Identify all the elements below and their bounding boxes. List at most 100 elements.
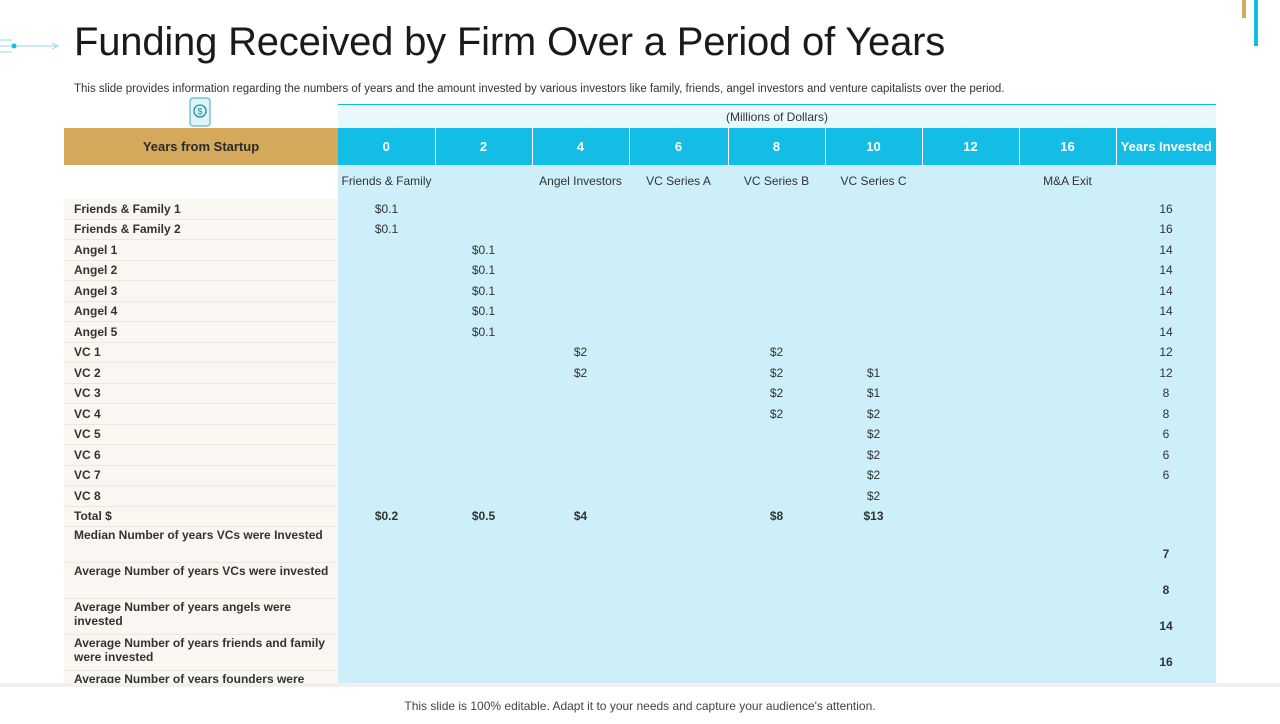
table-cell: $8 [728, 506, 825, 527]
table-cell: $2 [532, 342, 629, 363]
row-label: VC 3 [64, 383, 338, 404]
table-cell [629, 199, 728, 219]
table-cell [1019, 219, 1116, 240]
table-row: Angel 3 $0.1 14 [64, 280, 1216, 302]
table-cell: 14 [1116, 301, 1216, 322]
slide-decoration-lines [0, 39, 60, 53]
stage-label [922, 165, 1019, 199]
header-year-16: 16 [1019, 128, 1117, 165]
table-cell [1019, 301, 1116, 322]
summary-value: 7 [1116, 526, 1216, 563]
table-cell [629, 301, 728, 322]
header-year-8: 8 [728, 128, 826, 165]
summary-value: 8 [1116, 562, 1216, 599]
table-cell [629, 321, 728, 342]
table-cell [825, 260, 922, 281]
table-cell: $2 [825, 444, 922, 465]
table-cell [435, 362, 532, 383]
table-cell [1019, 465, 1116, 486]
header-year-6: 6 [629, 128, 729, 165]
table-cell: $13 [825, 506, 922, 527]
stage-label: Friends & Family [338, 165, 435, 199]
page-subtitle: This slide provides information regardin… [74, 83, 1005, 95]
table-cell [532, 219, 629, 240]
summary-blank-cell [338, 634, 435, 671]
table-row: VC 7 $2 6 [64, 465, 1216, 486]
table-cell [1019, 444, 1116, 465]
table-row: Angel 2 $0.1 14 [64, 260, 1216, 281]
table-cell: $2 [728, 342, 825, 363]
summary-blank-cell [629, 562, 728, 599]
row-label: VC 2 [64, 362, 338, 384]
summary-value: 16 [1116, 634, 1216, 671]
table-cell [338, 321, 435, 342]
summary-label: Average Number of years angels were inve… [64, 598, 338, 635]
table-cell [922, 239, 1019, 260]
summary-label: Average Number of years friends and fami… [64, 634, 338, 671]
table-cell: 14 [1116, 239, 1216, 260]
table-cell: $2 [825, 465, 922, 486]
row-label: VC 6 [64, 444, 338, 466]
table-cell [435, 199, 532, 219]
table-cell [825, 199, 922, 219]
table-cell [1019, 280, 1116, 301]
table-cell [532, 239, 629, 260]
table-cell: $0.2 [338, 506, 435, 527]
header-years-from-startup: Years from Startup [64, 128, 338, 165]
units-label: (Millions of Dollars) [338, 104, 1216, 129]
table-cell [629, 506, 728, 527]
table-cell [629, 280, 728, 301]
table-cell [532, 403, 629, 424]
table-cell [435, 485, 532, 506]
table-cell [825, 301, 922, 322]
table-cell [435, 444, 532, 465]
table-cell [922, 199, 1019, 219]
summary-blank-cell [338, 526, 435, 563]
table-cell: $2 [825, 424, 922, 445]
table-cell: $1 [825, 362, 922, 383]
stage-label [435, 165, 532, 199]
summary-blank-cell [435, 598, 532, 635]
table-cell [338, 444, 435, 465]
table-cell: 6 [1116, 424, 1216, 445]
table-cell: 14 [1116, 321, 1216, 342]
table-cell [922, 444, 1019, 465]
summary-blank-cell [1019, 598, 1116, 635]
table-cell [338, 280, 435, 301]
table-cell [922, 403, 1019, 424]
table-row: Angel 1 $0.1 14 [64, 239, 1216, 261]
table-row: Angel 4 $0.1 14 [64, 301, 1216, 322]
summary-blank-cell [1019, 526, 1116, 563]
summary-value: 14 [1116, 598, 1216, 635]
table-row: Friends & Family 2 $0.1 16 [64, 219, 1216, 240]
table-cell [1116, 506, 1216, 527]
table-cell [1019, 383, 1116, 404]
table-cell: 8 [1116, 383, 1216, 404]
row-label: Friends & Family 2 [64, 219, 338, 240]
table-cell [1019, 424, 1116, 445]
summary-blank-cell [825, 526, 922, 563]
table-cell: 16 [1116, 199, 1216, 219]
table-cell [1019, 342, 1116, 363]
table-row: Angel 5 $0.1 14 [64, 321, 1216, 343]
page-title: Funding Received by Firm Over a Period o… [74, 20, 946, 64]
table-cell [825, 280, 922, 301]
table-cell [922, 219, 1019, 240]
table-cell [532, 321, 629, 342]
summary-blank-cell [338, 562, 435, 599]
table-cell [338, 301, 435, 322]
summary-blank-cell [435, 526, 532, 563]
stage-label-blank [64, 165, 338, 199]
table-cell [629, 403, 728, 424]
table-cell [1116, 485, 1216, 506]
table-cell: $0.1 [435, 260, 532, 281]
summary-blank-cell [1019, 634, 1116, 671]
row-label: VC 5 [64, 424, 338, 445]
table-cell [922, 506, 1019, 527]
summary-row: Average Number of years friends and fami… [64, 634, 1216, 671]
row-label: Angel 5 [64, 321, 338, 343]
table-cell [922, 301, 1019, 322]
table-cell [435, 219, 532, 240]
table-cell [532, 301, 629, 322]
stage-label: VC Series A [629, 165, 728, 199]
